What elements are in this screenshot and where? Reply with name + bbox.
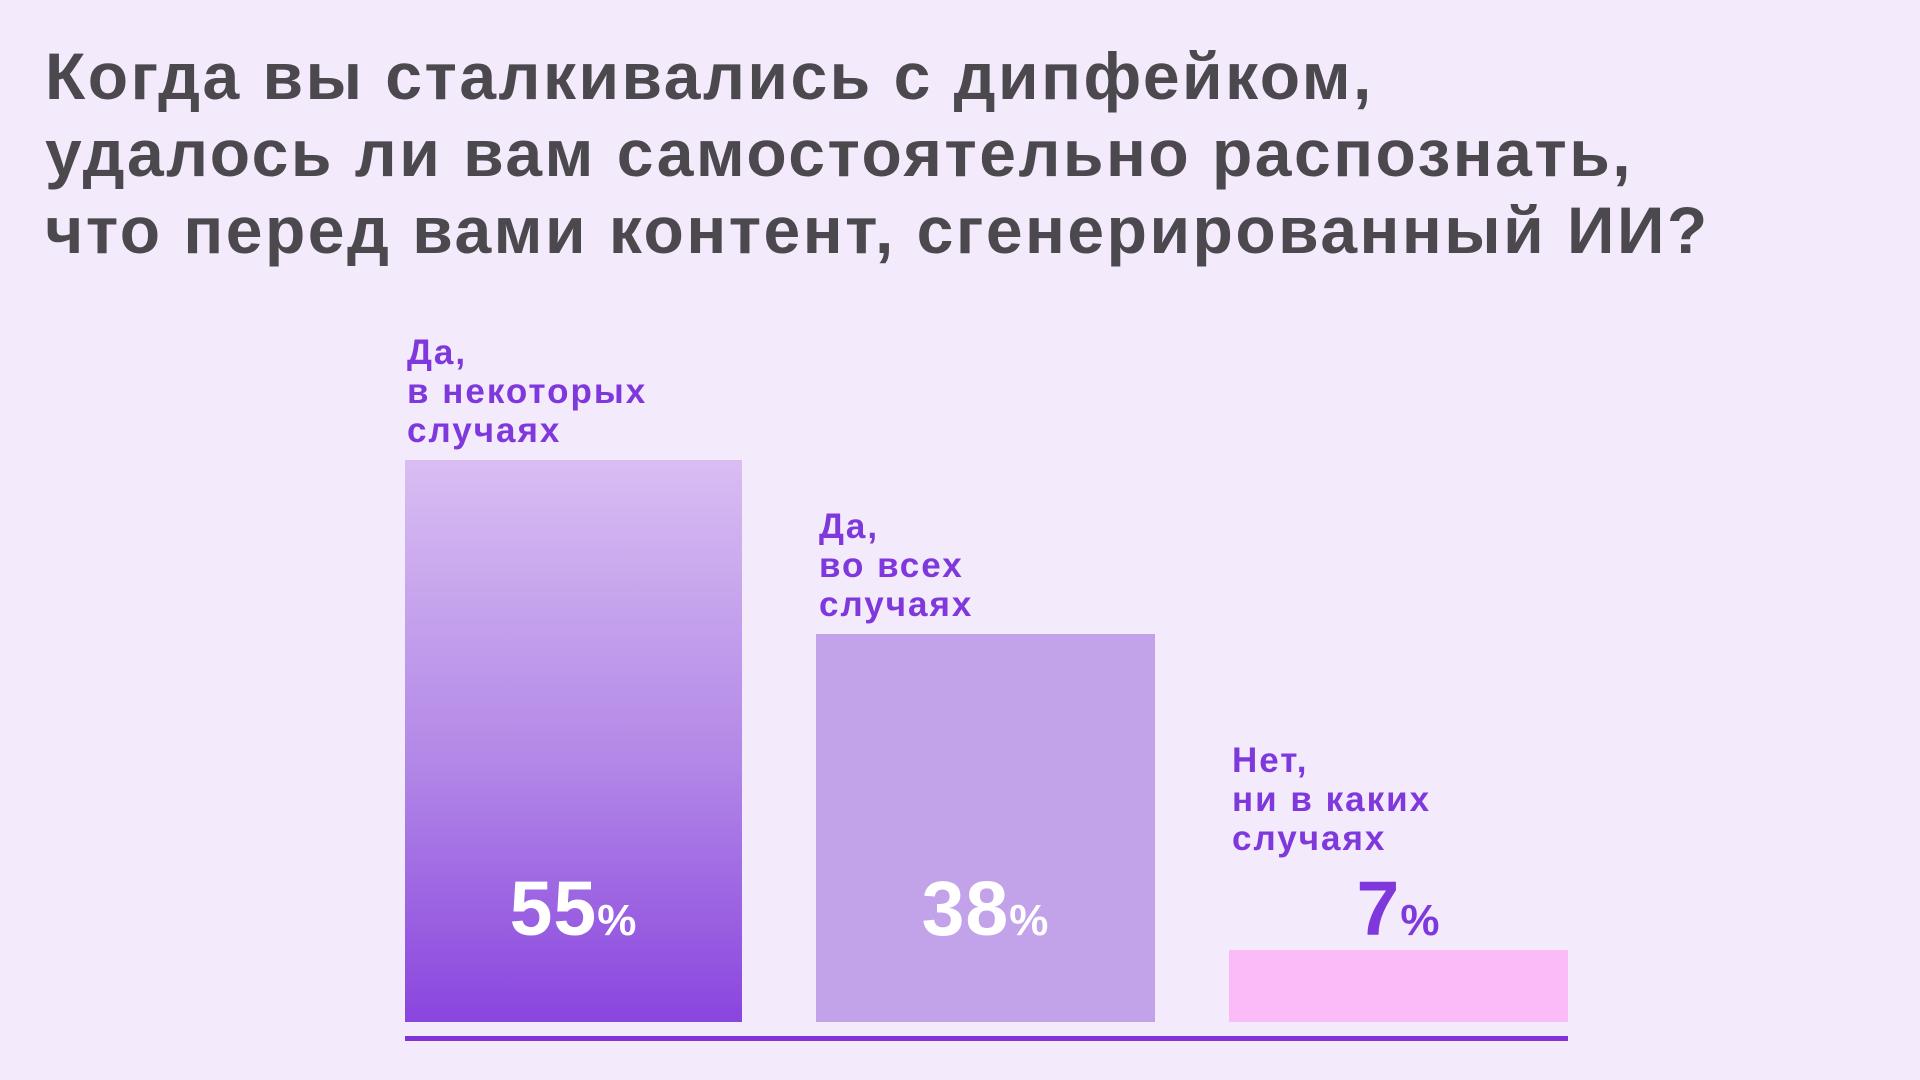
bar-value-number: 38 [921, 866, 1010, 952]
bar-label-line: во всех [819, 546, 964, 585]
chart-title: Когда вы сталкивались с дипфейком, удало… [45, 38, 1710, 269]
title-line-3: что перед вами контент, сгенерированный … [45, 193, 1710, 267]
bar-label-yes-some-cases: Да, в некоторых случаях [407, 333, 647, 450]
title-line-1: Когда вы сталкивались с дипфейком, [45, 39, 1374, 113]
bar-value-number: 55 [509, 866, 598, 952]
bar-yes-some-cases [405, 460, 742, 1022]
bar-label-line: Да, [819, 507, 880, 546]
axis-baseline [405, 1036, 1568, 1041]
bar-no-cases [1229, 950, 1568, 1022]
bar-value-yes-all-cases: 38% [816, 871, 1155, 948]
bar-value-number: 7 [1356, 866, 1401, 952]
bar-label-line: случаях [407, 411, 562, 450]
bar-label-line: ни в каких [1232, 780, 1432, 819]
percent-sign: % [597, 896, 638, 945]
bar-yes-all-cases [816, 634, 1155, 1022]
bar-value-no-cases: 7% [1229, 871, 1568, 948]
percent-sign: % [1400, 896, 1441, 945]
bar-label-yes-all-cases: Да, во всех случаях [819, 507, 973, 624]
bar-value-yes-some-cases: 55% [405, 871, 742, 948]
bar-label-no-cases: Нет, ни в каких случаях [1232, 741, 1431, 858]
title-line-2: удалось ли вам самостоятельно распознать… [45, 116, 1634, 190]
bar-label-line: случаях [1232, 819, 1387, 858]
bar-label-line: Да, [407, 333, 468, 372]
bar-label-line: случаях [819, 585, 974, 624]
bar-label-line: Нет, [1232, 741, 1309, 780]
bar-label-line: в некоторых [407, 372, 648, 411]
percent-sign: % [1009, 896, 1050, 945]
